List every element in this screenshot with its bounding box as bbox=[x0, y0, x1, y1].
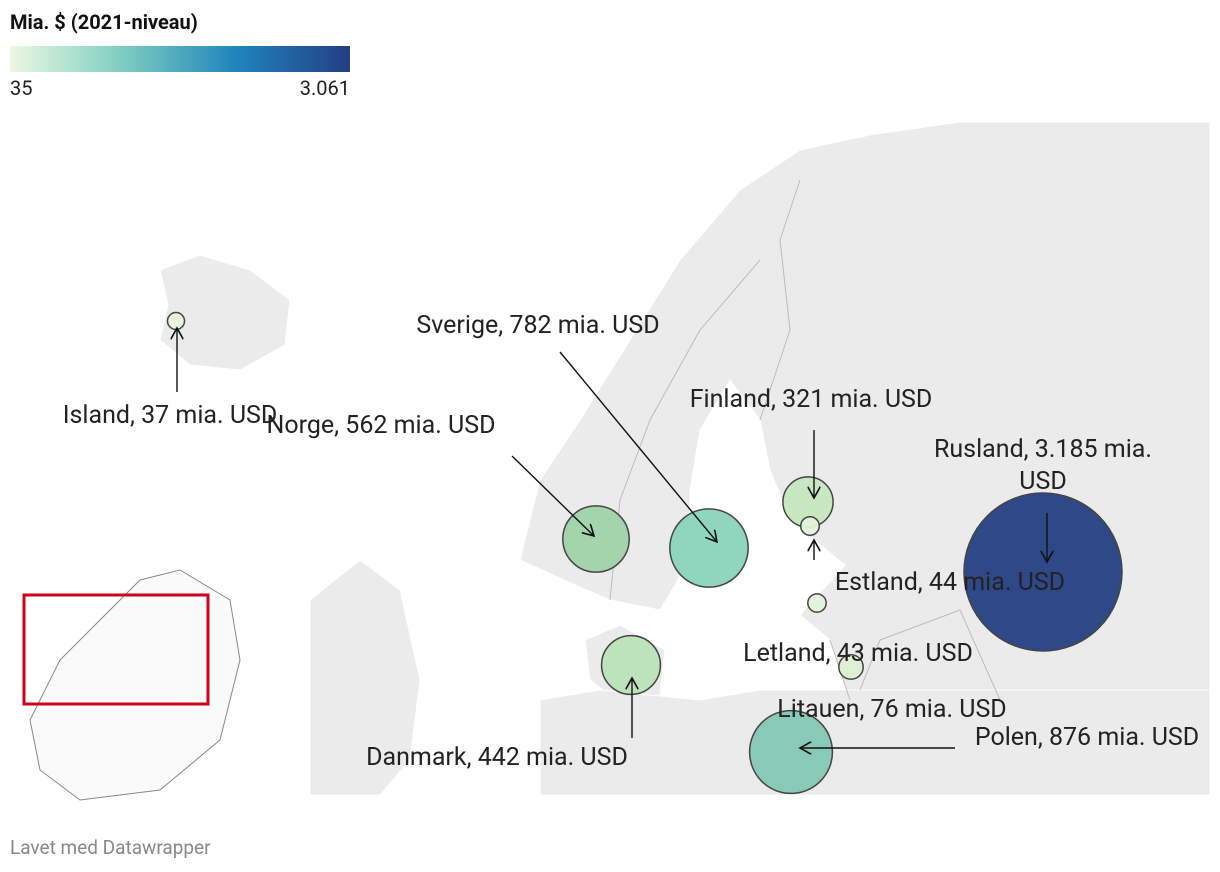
bubble bbox=[748, 709, 834, 795]
bubble bbox=[600, 634, 662, 696]
inset-map bbox=[22, 569, 241, 801]
bubble-label: Island, 37 mia. USD bbox=[62, 401, 278, 430]
legend-min: 35 bbox=[10, 76, 33, 100]
bubble bbox=[799, 515, 821, 537]
bubble-label: Sverige, 782 mia. USD bbox=[416, 311, 660, 340]
legend-title: Mia. $ (2021-niveau) bbox=[10, 10, 198, 34]
bubble-label: Litauen, 76 mia. USD bbox=[777, 695, 1007, 724]
bubble-label: Finland, 321 mia. USD bbox=[689, 385, 933, 414]
footer: Lavet med Datawrapper bbox=[10, 836, 211, 859]
bubble bbox=[669, 508, 749, 588]
bubble-label: Polen, 876 mia. USD bbox=[974, 723, 1200, 752]
legend-max: 3.061 bbox=[299, 76, 350, 100]
bubble bbox=[838, 654, 864, 680]
bubble bbox=[807, 593, 827, 613]
bubble bbox=[963, 492, 1123, 652]
bubble-label: Letland, 43 mia. USD bbox=[743, 639, 973, 668]
arrows bbox=[177, 328, 1047, 748]
bubble-label: Rusland, 3.185 mia. USD bbox=[934, 435, 1152, 496]
bubble-label: Estland, 44 mia. USD bbox=[834, 568, 1066, 597]
bubble bbox=[166, 311, 186, 331]
bubble-label: Norge, 562 mia. USD bbox=[266, 411, 496, 440]
legend-bar bbox=[10, 46, 350, 72]
bubble-label: Danmark, 442 mia. USD bbox=[366, 743, 628, 772]
